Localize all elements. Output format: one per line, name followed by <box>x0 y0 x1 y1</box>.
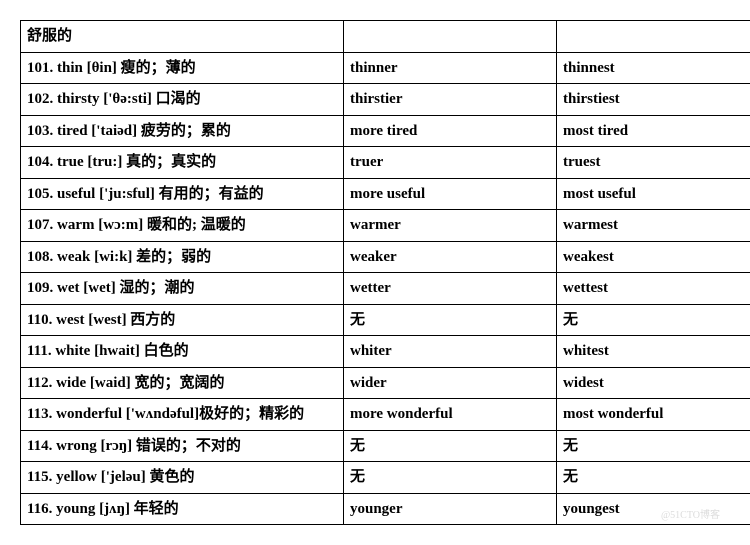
cell-superlative: whitest <box>557 336 750 368</box>
cell-word: 105. useful ['ju:sful] 有用的；有益的 <box>21 178 344 210</box>
cell-comparative: truer <box>344 147 557 179</box>
cell-word: 108. weak [wi:k] 差的；弱的 <box>21 241 344 273</box>
cell-word: 103. tired ['taiəd] 疲劳的；累的 <box>21 115 344 147</box>
cell-comparative: thirstier <box>344 84 557 116</box>
cell-superlative: wettest <box>557 273 750 305</box>
table-row: 115. yellow ['jeləu] 黄色的无无 <box>21 462 750 494</box>
cell-word: 104. true [tru:] 真的；真实的 <box>21 147 344 179</box>
cell-comparative: weaker <box>344 241 557 273</box>
cell-word: 116. young [jʌŋ] 年轻的 <box>21 493 344 525</box>
cell-word: 114. wrong [rɔŋ] 错误的；不对的 <box>21 430 344 462</box>
table-row: 107. warm [wɔ:m] 暖和的; 温暖的warmerwarmest <box>21 210 750 242</box>
cell-word: 111. white [hwait] 白色的 <box>21 336 344 368</box>
cell-comparative: more tired <box>344 115 557 147</box>
vocabulary-table: 舒服的101. thin [θin] 瘦的；薄的thinnerthinnest1… <box>20 20 750 525</box>
table-row: 109. wet [wet] 湿的；潮的wetterwettest <box>21 273 750 305</box>
cell-superlative: youngest <box>557 493 750 525</box>
cell-comparative: younger <box>344 493 557 525</box>
watermark: @51CTO博客 <box>661 506 720 521</box>
table-row: 112. wide [waid] 宽的；宽阔的widerwidest <box>21 367 750 399</box>
table-row: 108. weak [wi:k] 差的；弱的weakerweakest <box>21 241 750 273</box>
table-row: 111. white [hwait] 白色的whiterwhitest <box>21 336 750 368</box>
cell-word: 115. yellow ['jeləu] 黄色的 <box>21 462 344 494</box>
cell-superlative: truest <box>557 147 750 179</box>
cell-comparative: whiter <box>344 336 557 368</box>
cell-word: 舒服的 <box>21 21 344 53</box>
cell-word: 107. warm [wɔ:m] 暖和的; 温暖的 <box>21 210 344 242</box>
cell-superlative <box>557 21 750 53</box>
cell-word: 110. west [west] 西方的 <box>21 304 344 336</box>
cell-superlative: warmest <box>557 210 750 242</box>
cell-word: 101. thin [θin] 瘦的；薄的 <box>21 52 344 84</box>
cell-superlative: 无 <box>557 462 750 494</box>
cell-superlative: thirstiest <box>557 84 750 116</box>
table-row: 105. useful ['ju:sful] 有用的；有益的more usefu… <box>21 178 750 210</box>
cell-superlative: 无 <box>557 430 750 462</box>
cell-comparative: more wonderful <box>344 399 557 431</box>
table-row: 102. thirsty ['θə:sti] 口渴的thirstierthirs… <box>21 84 750 116</box>
cell-comparative: wider <box>344 367 557 399</box>
cell-comparative: more useful <box>344 178 557 210</box>
cell-comparative: thinner <box>344 52 557 84</box>
table-row: 110. west [west] 西方的无无 <box>21 304 750 336</box>
cell-word: 109. wet [wet] 湿的；潮的 <box>21 273 344 305</box>
cell-comparative: 无 <box>344 304 557 336</box>
table-row: 101. thin [θin] 瘦的；薄的thinnerthinnest <box>21 52 750 84</box>
cell-comparative: 无 <box>344 430 557 462</box>
cell-word: 102. thirsty ['θə:sti] 口渴的 <box>21 84 344 116</box>
table-row: 舒服的 <box>21 21 750 53</box>
cell-superlative: 无 <box>557 304 750 336</box>
cell-comparative: warmer <box>344 210 557 242</box>
cell-superlative: most useful <box>557 178 750 210</box>
cell-word: 112. wide [waid] 宽的；宽阔的 <box>21 367 344 399</box>
cell-comparative <box>344 21 557 53</box>
cell-superlative: widest <box>557 367 750 399</box>
table-row: 114. wrong [rɔŋ] 错误的；不对的无无 <box>21 430 750 462</box>
cell-comparative: wetter <box>344 273 557 305</box>
cell-comparative: 无 <box>344 462 557 494</box>
cell-superlative: weakest <box>557 241 750 273</box>
table-row: 103. tired ['taiəd] 疲劳的；累的more tiredmost… <box>21 115 750 147</box>
cell-superlative: most tired <box>557 115 750 147</box>
cell-superlative: thinnest <box>557 52 750 84</box>
cell-superlative: most wonderful <box>557 399 750 431</box>
table-row: 113. wonderful ['wʌndəful]极好的；精彩的more wo… <box>21 399 750 431</box>
table-row: 116. young [jʌŋ] 年轻的youngeryoungest <box>21 493 750 525</box>
cell-word: 113. wonderful ['wʌndəful]极好的；精彩的 <box>21 399 344 431</box>
table-row: 104. true [tru:] 真的；真实的truertruest <box>21 147 750 179</box>
